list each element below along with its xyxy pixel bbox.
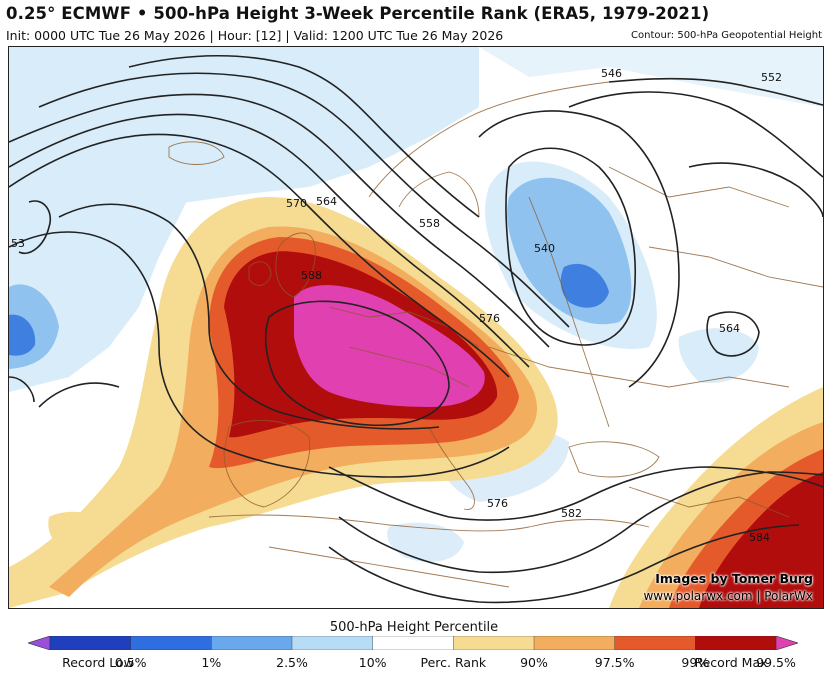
coast-britain bbox=[275, 232, 316, 298]
coast-blacksea bbox=[568, 441, 660, 478]
contour-5 bbox=[128, 54, 480, 218]
map-subtitle: Init: 0000 UTC Tue 26 May 2026 | Hour: [… bbox=[6, 28, 504, 43]
map-panel: 546 552 564 570 558 540 588 576 564 576 … bbox=[8, 46, 824, 609]
contour-18 bbox=[688, 162, 823, 218]
contour-label: 584 bbox=[749, 531, 770, 544]
fill-low-10-east bbox=[678, 328, 759, 383]
colorbar-label: 99.5% bbox=[756, 655, 796, 670]
contour-6 bbox=[9, 231, 510, 478]
fill-low-10-north bbox=[9, 47, 479, 257]
fill-low-1-russia bbox=[560, 263, 609, 308]
colorbar-cell bbox=[291, 636, 374, 650]
contour-13 bbox=[505, 147, 637, 346]
colorbar-cell bbox=[49, 636, 132, 650]
colorbar-cell bbox=[614, 636, 697, 650]
contour-7 bbox=[58, 203, 440, 430]
contour-8 bbox=[264, 300, 450, 427]
colorbar-cell bbox=[130, 636, 213, 650]
fill-high-995-se bbox=[699, 472, 823, 608]
colorbar-label: 90% bbox=[520, 655, 548, 670]
contour-11 bbox=[338, 471, 823, 574]
colorbar-title: 500-hPa Height Percentile bbox=[329, 620, 499, 635]
contour-1 bbox=[9, 133, 510, 378]
contour-12 bbox=[328, 524, 800, 604]
fill-low-10-africa bbox=[387, 522, 464, 562]
colorbar-labels: Record Low 0.5% 1% 2.5% 10% Perc. Rank 90% 97.5… bbox=[0, 655, 828, 671]
credit-text: Images by Tomer Burg bbox=[655, 571, 813, 586]
coast-iberia bbox=[223, 419, 311, 508]
map-title: 0.25° ECMWF • 500-hPa Height 3-Week Perc… bbox=[6, 4, 710, 23]
contour-10 bbox=[328, 466, 823, 521]
contour-15 bbox=[568, 91, 823, 178]
colorbar-cell bbox=[211, 636, 293, 650]
border-africa bbox=[268, 546, 510, 588]
contour-label-group: 546 552 564 570 558 540 588 576 564 576 … bbox=[11, 67, 782, 544]
coastlines bbox=[168, 81, 823, 588]
colorbar-cell bbox=[372, 636, 455, 650]
colorbar-cell bbox=[695, 636, 777, 650]
contour-note: Contour: 500-hPa Geopotential Height bbox=[631, 30, 822, 41]
fill-low-10-arctic bbox=[479, 47, 823, 107]
contour-label: 564 bbox=[316, 195, 337, 208]
map-canvas: 546 552 564 570 558 540 588 576 564 576 … bbox=[9, 47, 823, 608]
contour-17 bbox=[706, 311, 760, 357]
contour-label: 570 bbox=[286, 197, 307, 210]
border-asia-1 bbox=[608, 166, 790, 208]
colorbar-label: 99% bbox=[681, 655, 710, 670]
contour-4 bbox=[38, 72, 570, 328]
border-europe-2 bbox=[348, 346, 470, 388]
contour-19 bbox=[18, 200, 51, 254]
coast-ireland bbox=[248, 261, 272, 286]
coast-scandinavia bbox=[368, 81, 610, 218]
fill-record-max bbox=[294, 285, 485, 407]
border-europe-4 bbox=[528, 196, 610, 428]
colorbar bbox=[28, 636, 798, 650]
credit-url: www.polarwx.com | PolarWx bbox=[643, 589, 813, 603]
contour-label: 53 bbox=[11, 237, 25, 250]
fill-low-1-west bbox=[9, 314, 36, 356]
contour-label: 588 bbox=[301, 269, 322, 282]
contour-16 bbox=[608, 77, 823, 106]
colorbar-cell bbox=[453, 636, 535, 650]
colorbar-label: Record Low bbox=[62, 655, 134, 670]
contour-label: 582 bbox=[561, 507, 582, 520]
contour-3 bbox=[9, 93, 550, 348]
border-europe-3 bbox=[488, 346, 790, 388]
contour-9 bbox=[9, 376, 120, 408]
border-asia-2 bbox=[648, 246, 823, 288]
colorbar-label: Perc. Rank bbox=[420, 655, 487, 670]
contour-2 bbox=[9, 113, 530, 368]
contour-label: 558 bbox=[419, 217, 440, 230]
colorbar-label: 10% bbox=[358, 655, 387, 670]
colorbar-cell bbox=[533, 636, 616, 650]
contour-14 bbox=[478, 110, 680, 388]
contour-label: 540 bbox=[534, 242, 555, 255]
colorbar-label: Record Max bbox=[694, 655, 768, 670]
fill-high-90-sw bbox=[48, 511, 109, 549]
coast-italy bbox=[428, 426, 475, 510]
border-me bbox=[628, 486, 790, 518]
coast-iceland bbox=[168, 141, 225, 165]
colorbar-label: 0.5% bbox=[114, 655, 147, 670]
colorbar-cell-record-low bbox=[28, 636, 51, 650]
contour-label: 576 bbox=[479, 312, 500, 325]
colorbar-label: 2.5% bbox=[276, 655, 308, 670]
contour-label: 564 bbox=[719, 322, 740, 335]
colorbar-label: 1% bbox=[201, 655, 222, 670]
colorbar-label: 97.5% bbox=[594, 655, 635, 670]
contour-label: 552 bbox=[761, 71, 782, 84]
colorbar-segments bbox=[28, 636, 798, 650]
height-contours bbox=[9, 54, 823, 604]
contour-label: 546 bbox=[601, 67, 622, 80]
colorbar-cell-record-max bbox=[775, 636, 798, 650]
coast-med bbox=[208, 514, 650, 532]
contour-label: 576 bbox=[487, 497, 508, 510]
